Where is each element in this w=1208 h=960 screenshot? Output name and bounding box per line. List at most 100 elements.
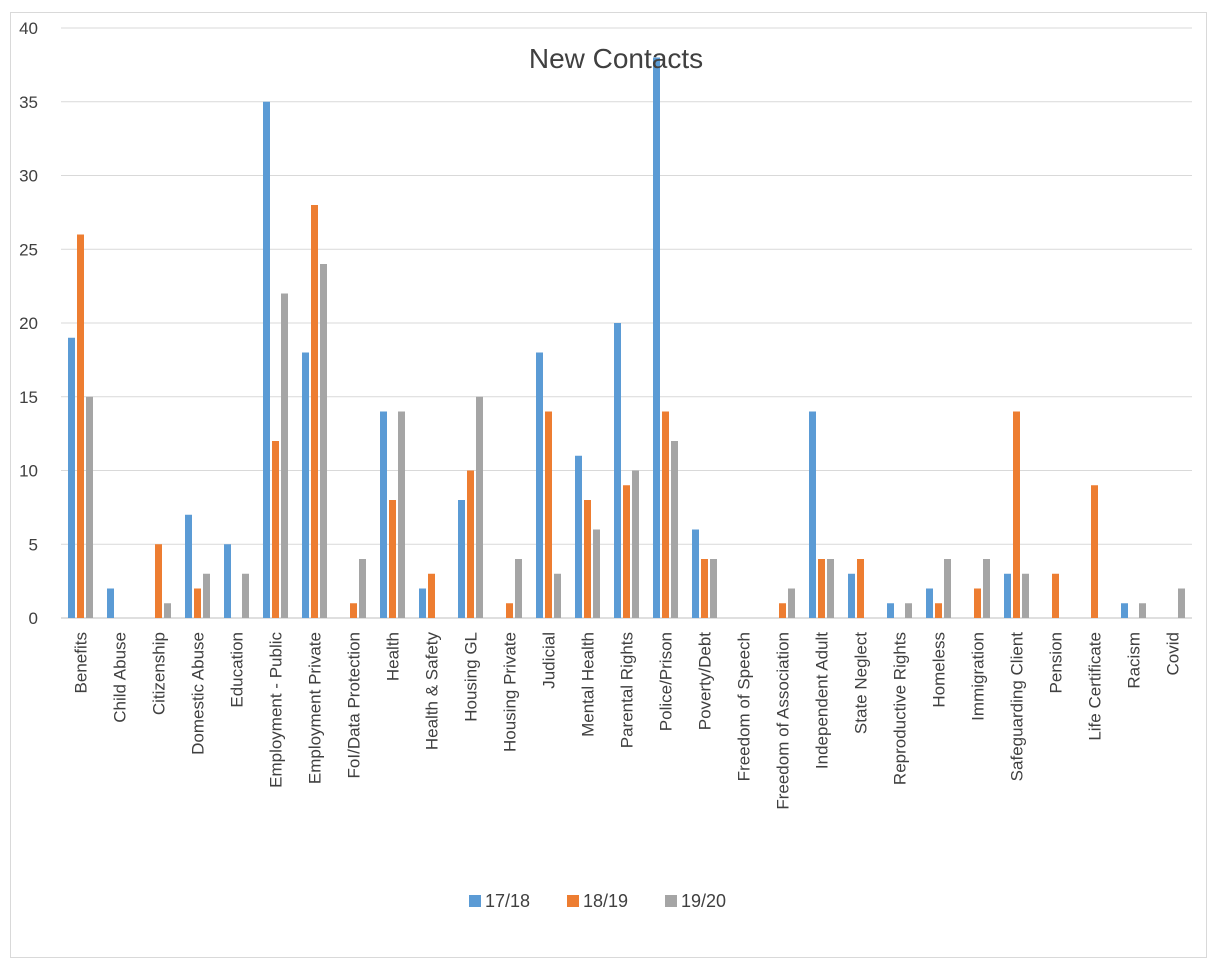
bar (281, 293, 288, 618)
bar (857, 559, 864, 618)
bar (194, 588, 201, 618)
legend-label: 18/19 (583, 891, 628, 911)
x-tick-label: Life Certificate (1086, 632, 1105, 741)
bar (242, 573, 249, 618)
bar (77, 234, 84, 618)
x-tick-label: Mental Health (579, 632, 598, 737)
bar (827, 559, 834, 618)
bar (272, 441, 279, 618)
y-tick-label: 10 (19, 462, 38, 481)
bar (1139, 603, 1146, 618)
bar (1178, 588, 1185, 618)
bar (458, 500, 465, 618)
bar (935, 603, 942, 618)
bar (107, 588, 114, 618)
bar (428, 573, 435, 618)
x-tick-label: Housing Private (501, 632, 520, 752)
x-tick-label: Parental Rights (618, 632, 637, 748)
bar (818, 559, 825, 618)
bar (380, 411, 387, 618)
bar (467, 470, 474, 618)
legend-label: 17/18 (485, 891, 530, 911)
legend: 17/18 18/19 19/20 (469, 891, 726, 911)
y-axis: 0 5 10 15 20 25 30 35 40 (19, 19, 38, 628)
bar (1022, 573, 1029, 618)
bar (662, 411, 669, 618)
bar (68, 337, 75, 618)
bar (506, 603, 513, 618)
bar (302, 352, 309, 618)
bar (614, 323, 621, 618)
bar (515, 559, 522, 618)
bar (545, 411, 552, 618)
y-tick-label: 40 (19, 19, 38, 38)
x-tick-label: Child Abuse (111, 632, 130, 723)
bar (1121, 603, 1128, 618)
bar (575, 455, 582, 618)
bar (263, 101, 270, 618)
x-tick-label: Homeless (930, 632, 949, 708)
y-tick-label: 20 (19, 314, 38, 333)
bar (185, 514, 192, 618)
bar (86, 396, 93, 618)
bar (419, 588, 426, 618)
bar (809, 411, 816, 618)
x-tick-label: Education (228, 632, 247, 708)
bar (164, 603, 171, 618)
bar (1013, 411, 1020, 618)
bar (1052, 573, 1059, 618)
x-tick-label: Employment Private (306, 632, 325, 784)
x-tick-label: Domestic Abuse (189, 632, 208, 755)
x-tick-label: Health (384, 632, 403, 681)
gridlines (61, 27, 1192, 619)
y-tick-label: 30 (19, 167, 38, 186)
chart-frame (10, 12, 1207, 958)
x-tick-label: Pension (1047, 632, 1066, 693)
x-tick-label: Freedom of Association (774, 632, 793, 810)
chart-title: New Contacts (529, 43, 703, 74)
bar (710, 559, 717, 618)
bar (389, 500, 396, 618)
bar (593, 529, 600, 618)
x-tick-label: Health & Safety (423, 632, 442, 751)
x-tick-label: Employment - Public (267, 632, 286, 788)
bar (155, 544, 162, 618)
bar (203, 573, 210, 618)
bar (983, 559, 990, 618)
bars (68, 57, 1185, 618)
x-tick-label: Poverty/Debt (696, 632, 715, 731)
x-tick-label: Racism (1125, 632, 1144, 689)
x-tick-label: Reproductive Rights (891, 632, 910, 785)
bar (848, 573, 855, 618)
bar (779, 603, 786, 618)
x-tick-label: Covid (1164, 632, 1183, 675)
x-tick-label: Freedom of Speech (735, 632, 754, 781)
bar (224, 544, 231, 618)
x-tick-label: Police/Prison (657, 632, 676, 731)
x-tick-label: Independent Adult (813, 632, 832, 769)
bar (632, 470, 639, 618)
bar (653, 57, 660, 618)
y-tick-label: 0 (29, 609, 38, 628)
legend-swatch (469, 895, 481, 907)
bar (1091, 485, 1098, 618)
bar (350, 603, 357, 618)
x-tick-label: State Neglect (852, 632, 871, 734)
bar (536, 352, 543, 618)
bar (311, 205, 318, 618)
x-tick-label: Immigration (969, 632, 988, 721)
x-tick-label: Citizenship (150, 632, 169, 715)
bar (623, 485, 630, 618)
bar (974, 588, 981, 618)
x-tick-label: Benefits (72, 632, 91, 693)
bar (359, 559, 366, 618)
x-axis: Benefits Child Abuse Citizenship Domestic A… (72, 632, 1183, 810)
legend-swatch (665, 895, 677, 907)
bar (701, 559, 708, 618)
y-tick-label: 35 (19, 93, 38, 112)
x-tick-label: Safeguarding Client (1008, 632, 1027, 782)
x-tick-label: Housing GL (462, 632, 481, 722)
bar (671, 441, 678, 618)
bar (320, 264, 327, 618)
